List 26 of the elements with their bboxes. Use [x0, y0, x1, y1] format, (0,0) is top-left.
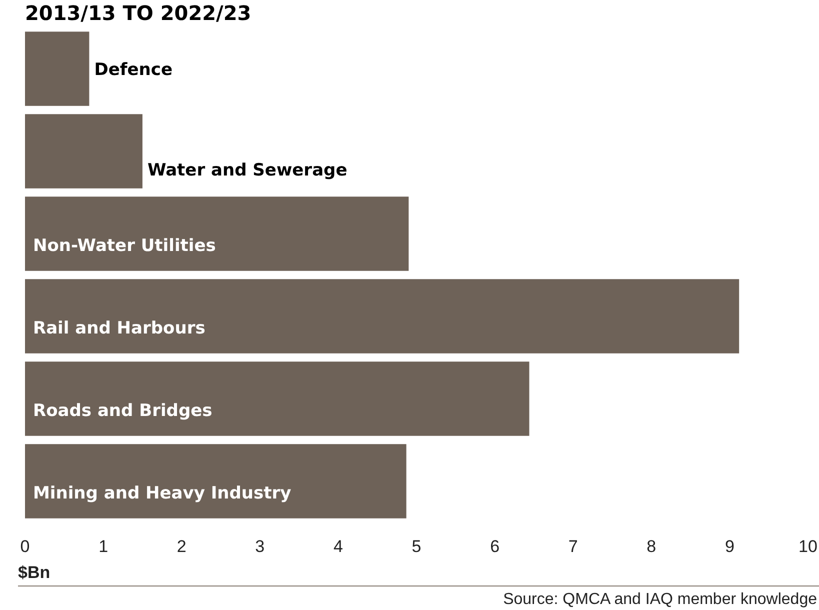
bar [25, 444, 406, 518]
x-tick-label: 10 [798, 537, 818, 556]
x-tick-label: 8 [646, 537, 656, 556]
x-tick-label: 4 [333, 537, 343, 556]
y-tick-label: Defence [94, 60, 172, 80]
x-axis-title: $Bn [18, 563, 50, 582]
y-tick-label: Mining and Heavy Industry [33, 483, 292, 504]
bar [25, 279, 740, 354]
bar [25, 32, 90, 106]
x-tick-label: 3 [255, 537, 265, 556]
source-note: Source: QMCA and IAQ member knowledge [503, 591, 818, 608]
y-tick-label: Rail and Harbours [33, 318, 206, 338]
bar [25, 196, 409, 271]
y-tick-label: Non-Water Utilities [33, 236, 216, 256]
y-tick-label: Roads and Bridges [33, 400, 212, 421]
chart-title: 2013/13 TO 2022/23 [25, 1, 252, 25]
x-tick-label: 7 [568, 537, 578, 556]
x-tick-label: 2 [176, 537, 186, 556]
y-tick-label: Water and Sewerage [147, 160, 348, 180]
x-tick-label: 5 [412, 537, 422, 556]
x-tick-label: 1 [98, 537, 108, 556]
bar [25, 114, 142, 188]
x-tick-label: 9 [724, 537, 734, 556]
bar [25, 362, 530, 436]
x-tick-label: 6 [490, 537, 500, 556]
x-tick-label: 0 [20, 537, 30, 556]
